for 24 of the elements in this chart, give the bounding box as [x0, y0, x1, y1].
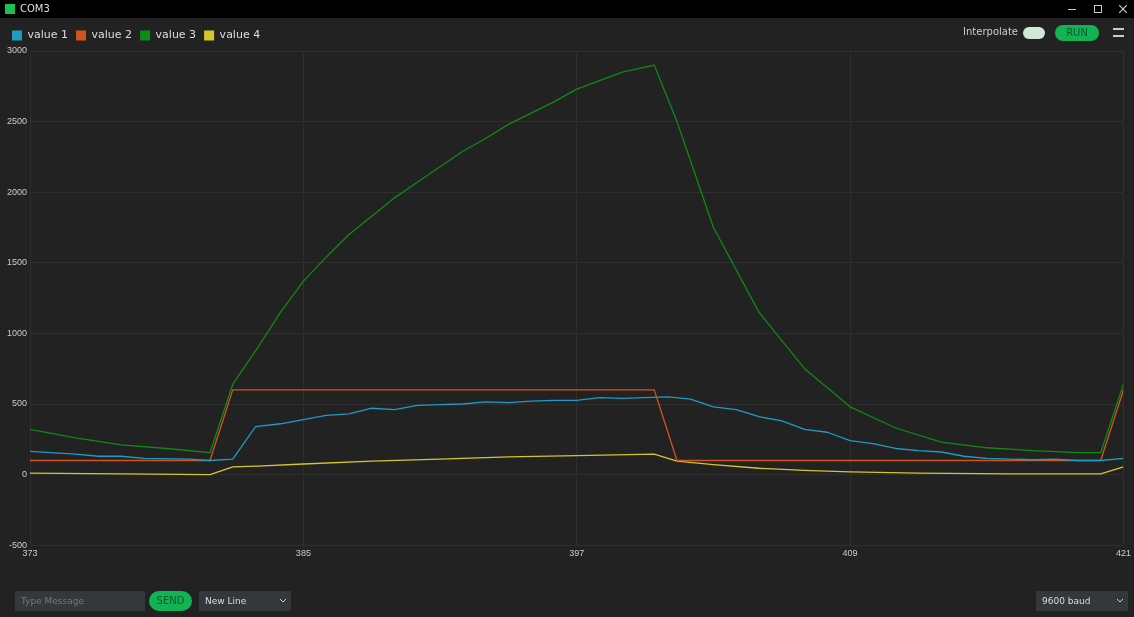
text: SEND	[149, 591, 192, 611]
y-tick-label: 500	[11, 398, 28, 409]
text: Type Message	[15, 591, 145, 611]
legend-label: value 2	[91, 28, 133, 42]
legend-label: value 1	[27, 28, 69, 42]
y-tick-label: 0	[22, 469, 28, 480]
y-tick-label: -500	[9, 539, 28, 550]
text: Interpolate	[963, 26, 1018, 37]
text: New Line	[199, 591, 291, 611]
text: 9600 baud	[1036, 591, 1128, 611]
chart-title: COM3	[20, 3, 50, 14]
legend-label: value 4	[219, 28, 261, 42]
y-tick-label: 2000	[6, 186, 28, 197]
x-tick-label: 385	[295, 548, 311, 559]
legend-label: value 3	[155, 28, 197, 42]
text: RUN	[1055, 25, 1099, 41]
x-tick-label: 373	[22, 548, 38, 559]
y-tick-label: 3000	[6, 45, 28, 56]
x-tick-label: 409	[842, 548, 858, 559]
y-tick-label: 2500	[6, 116, 28, 127]
y-tick-label: 1000	[6, 327, 28, 338]
x-tick-label: 421	[1115, 548, 1132, 559]
y-tick-label: 1500	[6, 257, 28, 268]
x-tick-label: 397	[569, 548, 585, 559]
